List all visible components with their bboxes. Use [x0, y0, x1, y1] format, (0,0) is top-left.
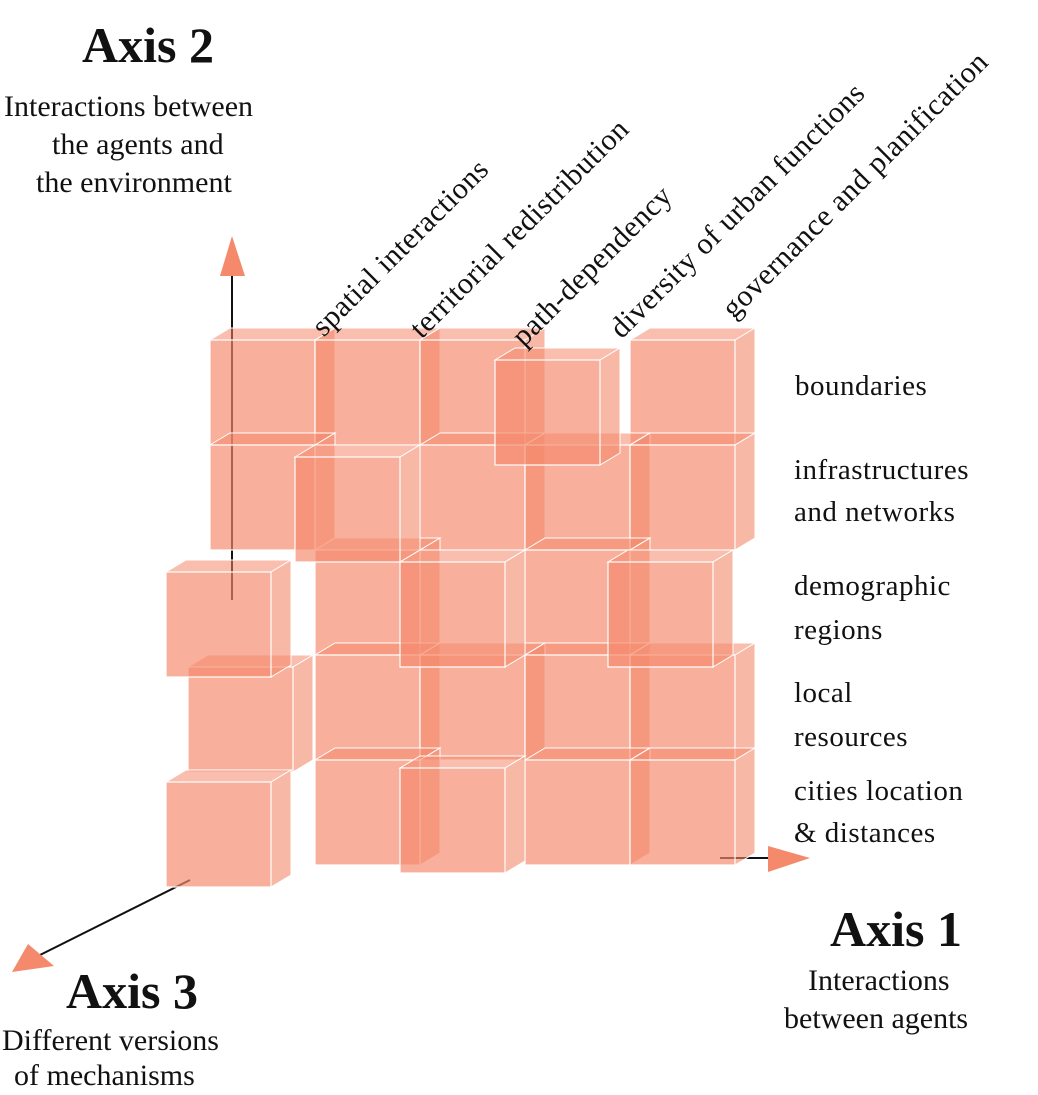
- cube-r5-c1: [164, 769, 293, 888]
- row-label-local-resources-line-2: resources: [794, 721, 909, 753]
- row-label-boundaries: boundaries: [795, 370, 928, 402]
- axis3-arrowhead: [12, 944, 54, 972]
- axis2-desc-line-1: Interactions between: [4, 90, 254, 123]
- axis1-arrowhead: [768, 846, 810, 872]
- cube-r3-c1: [164, 559, 293, 678]
- axis3-desc-line-1: Different versions: [2, 1024, 219, 1057]
- axis3-desc-line-2: of mechanisms: [14, 1059, 195, 1092]
- axis3-title: Axis 3: [66, 963, 198, 1019]
- row-label-infrastructures-line-1: infrastructures: [794, 454, 969, 486]
- row-label-infrastructures-line-2: and networks: [794, 496, 956, 528]
- axis2-title: Axis 2: [82, 17, 214, 73]
- row-label-demographic-line-1: demographic: [794, 570, 951, 602]
- row-label-cities-location-line-2: & distances: [794, 817, 936, 849]
- axis2-desc-line-3: the environment: [36, 166, 232, 199]
- cube-r5-c5: [628, 747, 757, 866]
- axis1-title: Axis 1: [830, 901, 962, 957]
- cube-r1-c5: [628, 327, 757, 446]
- cube-r2-c5: [628, 432, 757, 551]
- axis1-desc-line-2: between agents: [784, 1002, 969, 1035]
- cube-r5-c3: [398, 755, 527, 874]
- cube-r3-c3: [398, 549, 527, 668]
- cube-r2-c2: [293, 444, 422, 563]
- cube-r3-c5: [606, 549, 735, 668]
- row-label-cities-location-line-1: cities location: [794, 775, 964, 807]
- axis1-desc-line-1: Interactions: [808, 964, 950, 997]
- row-label-local-resources-line-1: local: [794, 677, 853, 709]
- axis2-arrowhead: [220, 236, 245, 276]
- cube-r1-c4: [493, 347, 622, 466]
- axis2-desc-line-2: the agents and: [52, 128, 224, 161]
- axis3-line: [39, 879, 191, 956]
- row-label-demographic-line-2: regions: [794, 614, 883, 646]
